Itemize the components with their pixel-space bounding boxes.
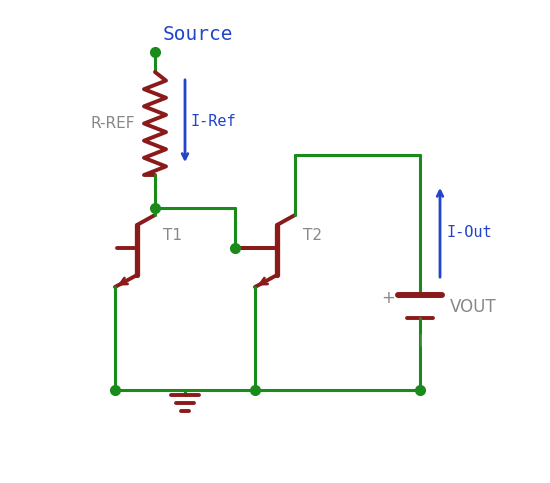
Text: +: + bbox=[381, 289, 395, 307]
Text: I-Out: I-Out bbox=[446, 225, 492, 240]
Text: T2: T2 bbox=[303, 228, 322, 243]
Text: R-REF: R-REF bbox=[90, 116, 135, 131]
Text: VOUT: VOUT bbox=[450, 298, 497, 315]
Text: I-Ref: I-Ref bbox=[191, 114, 236, 128]
Text: Source: Source bbox=[163, 25, 234, 44]
Text: |: | bbox=[418, 333, 422, 346]
Text: T1: T1 bbox=[163, 228, 182, 243]
